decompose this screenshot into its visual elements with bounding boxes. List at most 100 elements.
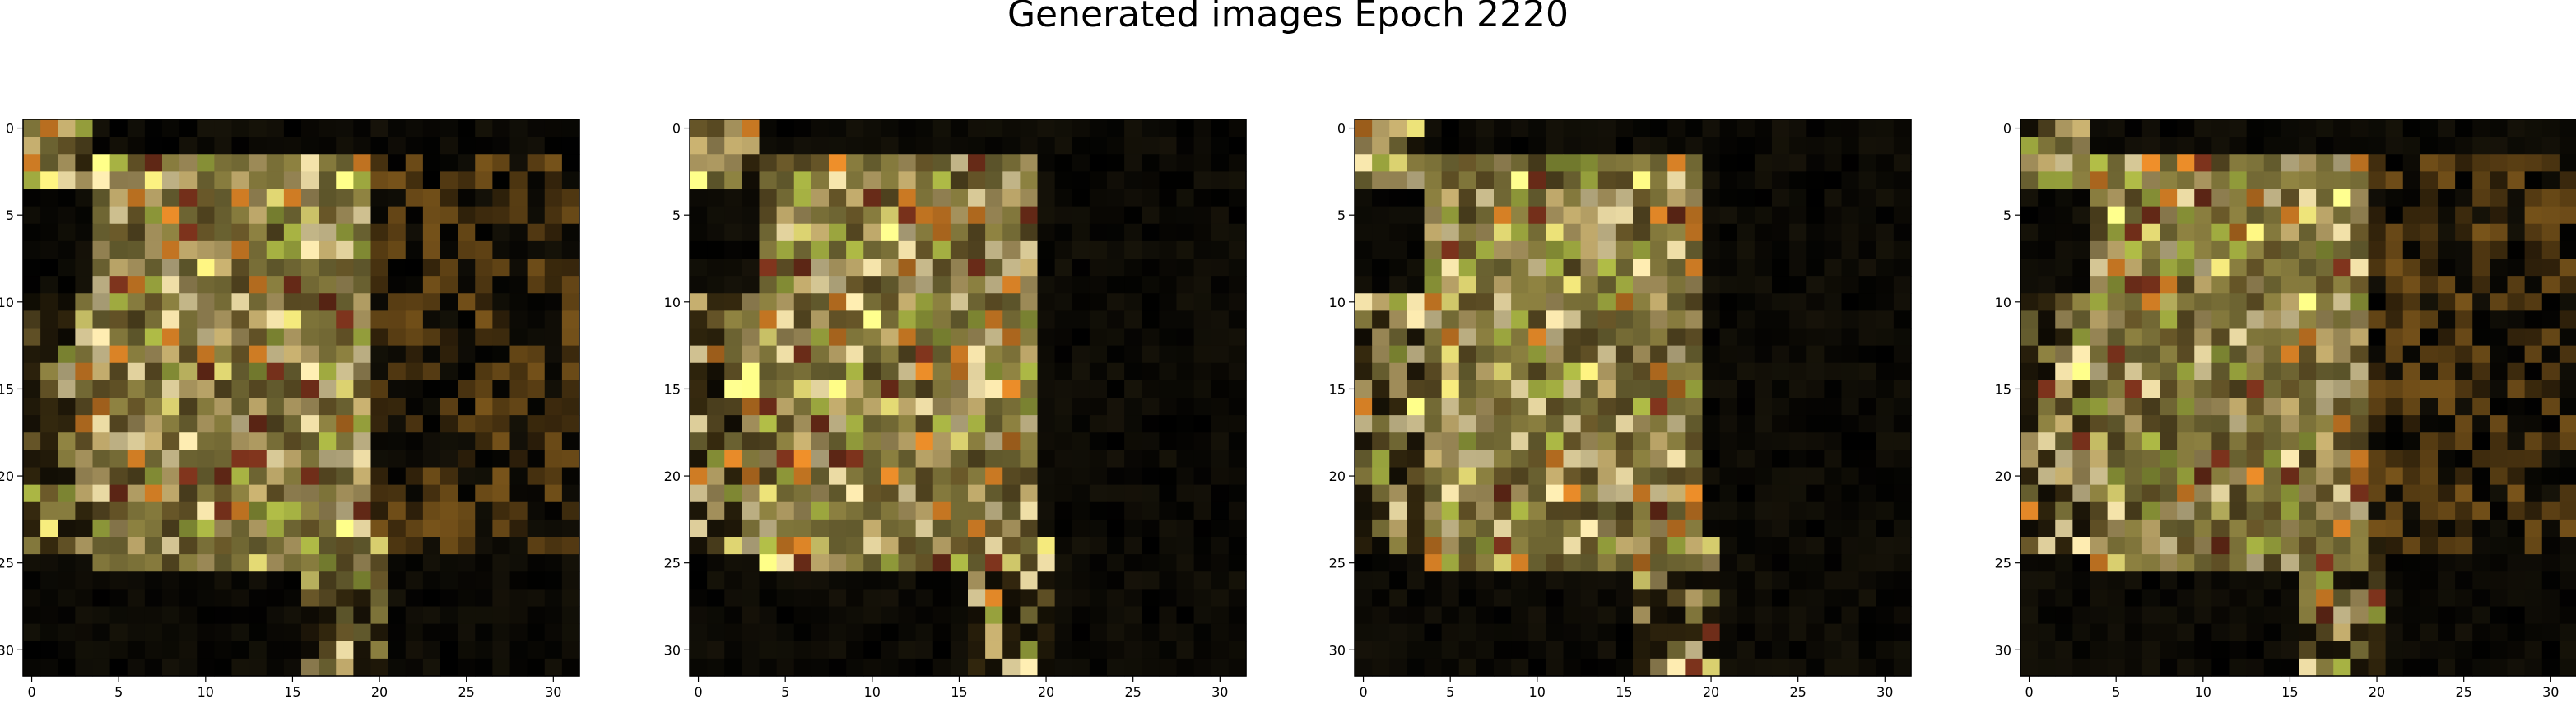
pixel-cell	[544, 137, 563, 155]
pixel-cell	[1685, 554, 1704, 572]
pixel-cell	[1002, 223, 1021, 242]
pixel-cell	[1546, 537, 1565, 555]
pixel-cell	[2124, 276, 2143, 294]
pixel-cell	[2299, 537, 2317, 555]
pixel-cell	[1841, 154, 1860, 172]
pixel-cell	[1615, 259, 1634, 277]
pixel-cell	[2420, 119, 2439, 137]
pixel-cell	[544, 171, 563, 190]
pixel-cell	[2055, 450, 2073, 468]
pixel-cell	[2246, 345, 2265, 364]
pixel-cell	[127, 554, 146, 572]
pixel-cell	[2385, 537, 2404, 555]
pixel-cell	[319, 223, 337, 242]
pixel-cell	[1841, 276, 1860, 294]
pixel-cell	[1072, 450, 1090, 468]
pixel-cell	[144, 519, 163, 538]
pixel-cell	[75, 171, 94, 190]
pixel-cell	[1893, 658, 1912, 677]
pixel-cell	[370, 432, 389, 450]
pixel-cell	[968, 519, 986, 538]
pixel-cell	[2438, 623, 2456, 642]
pixel-cell	[92, 537, 111, 555]
pixel-cell	[2472, 154, 2490, 172]
pixel-cell	[968, 259, 986, 277]
pixel-cell	[2455, 658, 2473, 677]
pixel-cell	[829, 467, 847, 486]
pixel-cell	[1176, 380, 1195, 398]
pixel-cell	[1389, 328, 1407, 347]
pixel-cell	[2333, 293, 2351, 311]
pixel-cell	[1789, 554, 1807, 572]
pixel-cell	[353, 240, 372, 259]
pixel-cell	[1020, 119, 1039, 137]
pixel-cell	[1228, 606, 1247, 625]
pixel-cell	[353, 415, 372, 433]
pixel-cell	[811, 467, 830, 486]
pixel-cell	[829, 606, 847, 625]
pixel-cell	[2316, 240, 2334, 259]
pixel-cell	[1667, 641, 1686, 659]
pixel-cell	[109, 501, 128, 520]
pixel-cell	[1806, 623, 1825, 642]
pixel-cell	[1389, 189, 1407, 207]
pixel-cell	[863, 501, 881, 520]
pixel-cell	[2124, 137, 2143, 155]
pixel-cell	[1806, 154, 1825, 172]
pixel-cell	[1124, 171, 1142, 190]
pixel-cell	[690, 554, 708, 572]
pixel-cell	[2438, 571, 2456, 590]
pixel-cell	[1719, 415, 1738, 433]
pixel-cell	[1772, 310, 1790, 329]
pixel-cell	[2124, 450, 2143, 468]
pixel-cell	[2299, 206, 2317, 225]
pixel-cell	[2524, 467, 2543, 486]
pixel-cell	[1685, 519, 1704, 538]
pixel-cell	[1580, 415, 1599, 433]
pixel-cell	[690, 398, 708, 416]
pixel-cell	[92, 137, 111, 155]
pixel-cell	[2299, 398, 2317, 416]
pixel-cell	[1494, 310, 1512, 329]
pixel-cell	[1002, 345, 1021, 364]
pixel-cell	[197, 362, 215, 381]
pixel-cell	[776, 137, 795, 155]
pixel-cell	[1458, 415, 1477, 433]
pixel-cell	[846, 206, 864, 225]
pixel-cell	[440, 501, 458, 520]
pixel-cell	[127, 240, 146, 259]
pixel-cell	[1772, 206, 1790, 225]
pixel-cell	[2490, 589, 2509, 608]
pixel-cell	[23, 606, 41, 625]
pixel-cell	[724, 380, 742, 398]
pixel-cell	[197, 380, 215, 398]
pixel-cell	[1002, 240, 1021, 259]
pixel-cell	[2107, 310, 2126, 329]
pixel-cell	[846, 589, 864, 608]
pixel-cell	[863, 310, 881, 329]
pixel-cell	[336, 345, 354, 364]
pixel-cell	[1824, 119, 1843, 137]
pixel-cell	[2559, 432, 2576, 450]
pixel-cell	[388, 501, 407, 520]
pixel-cell	[707, 641, 725, 659]
pixel-cell	[127, 137, 146, 155]
pixel-cell	[2455, 240, 2473, 259]
pixel-cell	[1633, 606, 1651, 625]
pixel-cell	[179, 293, 198, 311]
pixel-cell	[1072, 362, 1090, 381]
pixel-cell	[1372, 484, 1390, 503]
pixel-cell	[179, 362, 198, 381]
pixel-cell	[1193, 432, 1212, 450]
pixel-cell	[2177, 240, 2195, 259]
pixel-cell	[1841, 119, 1860, 137]
pixel-cell	[742, 259, 760, 277]
pixel-cell	[353, 276, 372, 294]
pixel-cell	[2472, 571, 2490, 590]
pixel-cell	[179, 206, 198, 225]
pixel-cell	[2090, 467, 2109, 486]
pixel-cell	[1124, 259, 1142, 277]
pixel-cell	[509, 571, 528, 590]
pixel-cell	[162, 641, 180, 659]
pixel-cell	[1193, 259, 1212, 277]
